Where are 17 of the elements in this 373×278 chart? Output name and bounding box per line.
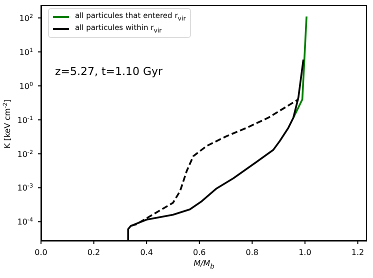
line-series — [130, 98, 300, 227]
y-tick-label: 10$^{0}$ — [19, 80, 34, 91]
x-tick-label: 0.6 — [193, 248, 206, 257]
x-tick-label: 1.2 — [351, 248, 364, 257]
x-tick-label: 0.0 — [34, 248, 48, 257]
annotation: z=5.27, t=1.10 Gyr — [55, 65, 163, 78]
x-tick-label: 1.0 — [298, 248, 312, 257]
x-tick-label: 0.2 — [87, 248, 100, 257]
y-tick-label: 10$^{-1}$ — [17, 114, 34, 125]
y-tick-label: 10$^{-3}$ — [17, 182, 34, 193]
x-tick-label: 0.4 — [140, 248, 153, 257]
y-tick-label: 10$^{-4}$ — [17, 216, 34, 227]
x-axis-title: M/M$_{b}$ — [194, 259, 214, 271]
y-tick-label: 10$^{1}$ — [19, 46, 34, 57]
y-tick-label: 10$^{2}$ — [19, 12, 33, 23]
y-tick-label: 10$^{-2}$ — [17, 148, 33, 159]
x-tick-label: 0.8 — [246, 248, 259, 257]
